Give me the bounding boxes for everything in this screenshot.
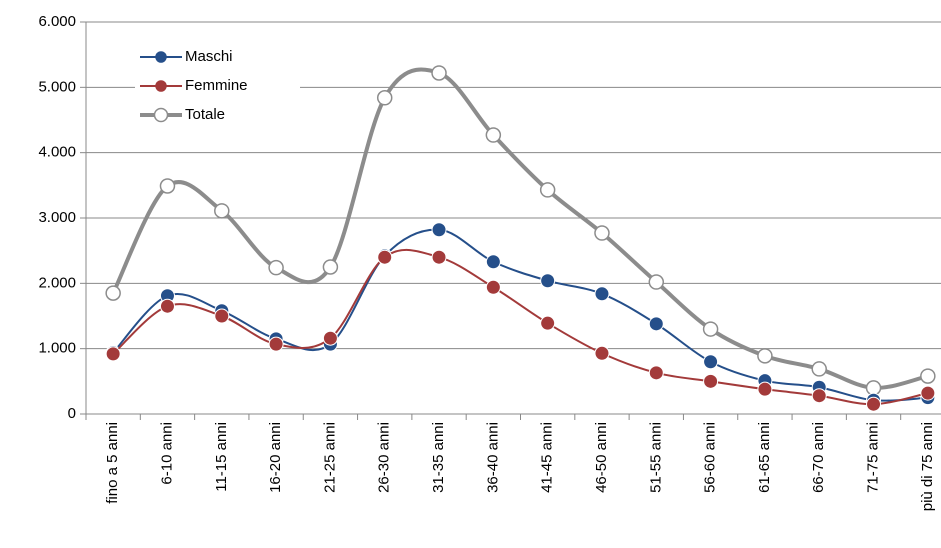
y-tick-label: 2.000	[38, 274, 76, 291]
x-tick-label: 21-25 anni	[321, 422, 338, 493]
x-tick-label: 61-65 anni	[756, 422, 773, 493]
x-tick-label: più di 75 anni	[919, 422, 936, 511]
series-line	[112, 228, 928, 402]
data-point	[377, 249, 393, 265]
data-point	[757, 381, 773, 397]
data-point	[594, 225, 610, 241]
data-point	[920, 368, 936, 384]
series-line	[112, 248, 929, 406]
data-point	[702, 321, 719, 337]
data-point	[540, 273, 556, 289]
data-point	[485, 254, 501, 270]
legend-marker	[155, 80, 167, 92]
x-tick-label: 66-70 anni	[810, 422, 827, 493]
x-tick-label: 71-75 anni	[865, 422, 882, 493]
data-point	[431, 249, 447, 265]
data-point	[811, 388, 827, 404]
data-point	[920, 385, 936, 401]
y-tick-label: 6.000	[38, 13, 76, 30]
data-point	[214, 203, 230, 219]
x-tick-label: 16-20 anni	[267, 422, 284, 493]
data-point	[322, 330, 338, 346]
data-point	[431, 65, 447, 81]
data-point	[214, 308, 230, 324]
data-point	[648, 365, 664, 381]
x-tick-label: 36-40 anni	[484, 422, 501, 493]
data-point	[865, 380, 882, 396]
data-point	[757, 348, 773, 364]
data-point	[376, 90, 393, 106]
data-point	[268, 336, 284, 352]
x-tick-label: fino a 5 anni	[104, 422, 121, 504]
y-tick-label: 0	[68, 405, 76, 422]
x-tick-label: 31-35 anni	[430, 422, 447, 493]
y-tick-label: 4.000	[38, 144, 76, 161]
data-point	[485, 127, 502, 143]
legend-label: Totale	[185, 106, 225, 123]
x-tick-label: 56-60 anni	[702, 422, 719, 493]
data-point	[539, 182, 556, 198]
data-point	[703, 373, 719, 389]
x-tick-label: 11-15 anni	[213, 422, 230, 492]
x-tick-label: 26-30 anni	[376, 422, 393, 493]
data-point	[159, 298, 175, 314]
x-tick-label: 46-50 anni	[593, 422, 610, 493]
data-point	[648, 274, 665, 290]
data-point	[866, 396, 882, 412]
y-tick-label: 5.000	[38, 78, 76, 95]
data-point	[703, 354, 719, 370]
y-tick-label: 3.000	[38, 209, 76, 226]
y-tick-label: 1.000	[38, 340, 76, 357]
legend-label: Maschi	[185, 48, 233, 65]
x-tick-label: 6-10 anni	[158, 422, 175, 485]
x-tick-label: 41-45 anni	[539, 422, 556, 493]
data-point	[485, 279, 501, 295]
data-point	[594, 345, 610, 361]
data-point	[105, 346, 121, 362]
data-point	[594, 286, 610, 302]
data-point	[648, 316, 664, 332]
data-point	[811, 361, 827, 377]
data-point	[268, 259, 284, 276]
data-point	[322, 259, 339, 275]
legend-label: Femmine	[185, 77, 248, 94]
data-point	[540, 315, 556, 331]
data-point	[431, 222, 447, 238]
legend-marker	[155, 51, 167, 63]
x-tick-label: 51-55 anni	[647, 422, 664, 493]
data-point	[105, 285, 121, 301]
data-point	[159, 178, 176, 194]
legend-marker	[153, 107, 169, 123]
